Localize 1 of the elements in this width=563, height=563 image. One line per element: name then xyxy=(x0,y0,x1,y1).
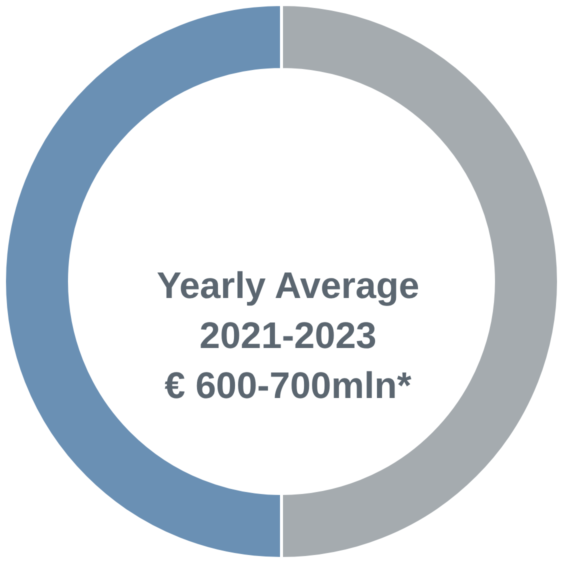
text: Yearly Average 2021-2023 € 600-700mln* xyxy=(156,265,420,406)
